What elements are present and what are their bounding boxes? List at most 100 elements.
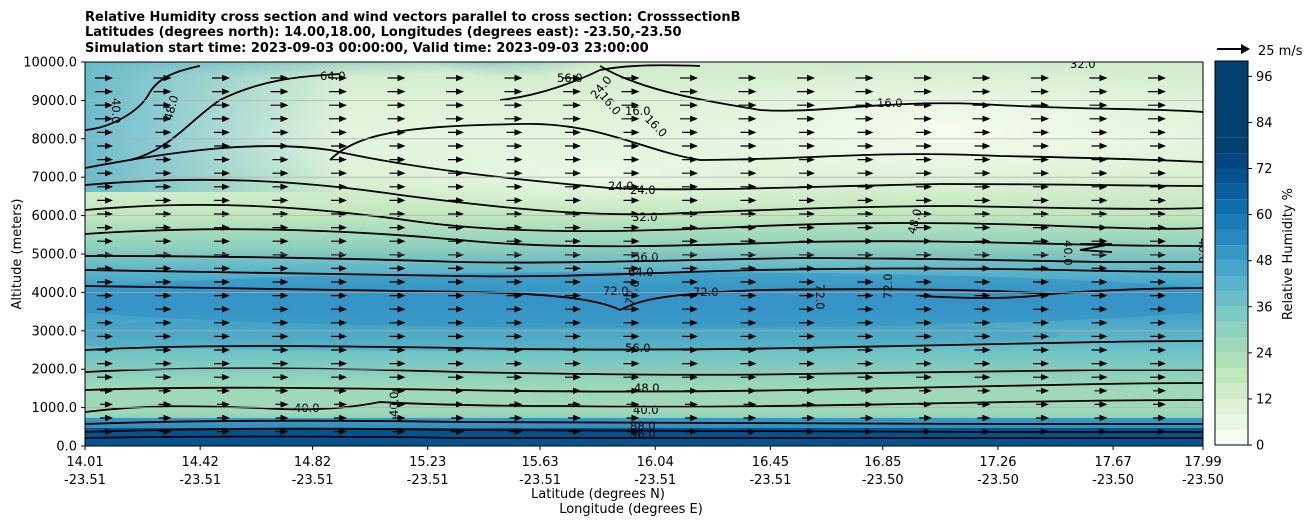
wind-arrow	[214, 224, 230, 231]
contour-surface-3	[85, 435, 1203, 439]
wind-arrow	[97, 197, 113, 204]
wind-arrow	[1036, 401, 1049, 408]
wind-arrow	[212, 74, 230, 82]
wind-arrow	[916, 251, 932, 258]
wind-arrow	[1033, 346, 1049, 354]
wind-arrow	[1031, 102, 1049, 109]
wind-arrow	[448, 197, 464, 204]
wind-arrow	[448, 319, 464, 326]
wind-arrow	[1153, 414, 1166, 422]
wind-arrow	[1033, 319, 1049, 326]
contour-56-lower	[85, 340, 1203, 351]
wind-arrow	[565, 374, 581, 381]
wind-arrow	[389, 197, 406, 204]
wind-arrow	[916, 346, 932, 354]
wind-arrow	[275, 387, 289, 394]
wind-arrow	[919, 428, 932, 435]
contour-32	[85, 178, 1203, 216]
wind-arrow	[331, 156, 347, 163]
wind-arrow	[275, 414, 289, 422]
wind-arrow	[680, 74, 698, 82]
wind-arrow	[974, 170, 991, 177]
wind-arrow	[1033, 292, 1049, 299]
wind-arrow	[857, 319, 874, 326]
x-tick-label-lon: -23.51	[179, 473, 221, 488]
wind-arrow	[857, 306, 874, 313]
wind-arrow	[621, 88, 640, 95]
wind-arrow	[977, 387, 991, 394]
wind-arrow	[1153, 401, 1166, 408]
wind-arrow	[1150, 346, 1166, 354]
wind-arrow	[738, 74, 757, 82]
wind-arrow	[916, 306, 932, 313]
wind-arrow	[448, 278, 464, 286]
colorbar-segment	[1215, 429, 1248, 445]
wind-arrow	[389, 238, 406, 245]
wind-arrow	[1089, 102, 1108, 109]
wind-arrow	[448, 360, 464, 367]
wind-arrow	[563, 115, 581, 122]
wind-arrow	[565, 319, 581, 326]
wind-arrow	[1089, 74, 1108, 82]
wind-arrow	[392, 428, 406, 435]
wind-arrow	[158, 414, 172, 422]
wind-arrow	[448, 374, 464, 381]
wind-arrow	[214, 374, 230, 381]
wind-arrow	[738, 88, 757, 95]
wind-arrow	[97, 346, 113, 354]
wind-arrow	[738, 115, 757, 122]
wind-arrow	[448, 265, 464, 272]
wind-arrow	[97, 278, 113, 286]
wind-arrow	[506, 319, 523, 326]
wind-arrow	[974, 129, 991, 136]
wind-arrow	[155, 292, 172, 299]
contour-label: 96.0	[630, 427, 656, 441]
x-tick-label-lon: -23.51	[64, 473, 106, 488]
rh-dry-mid	[300, 135, 900, 215]
wind-arrow	[1091, 265, 1108, 272]
contour-label: 40.0	[1196, 238, 1210, 264]
colorbar-segment	[1215, 245, 1248, 261]
wind-arrow	[331, 306, 347, 313]
wind-arrow	[1091, 183, 1108, 190]
wind-arrow	[799, 306, 815, 313]
wind-arrow	[331, 346, 347, 354]
wind-arrow	[857, 170, 874, 177]
wind-arrow	[506, 170, 523, 177]
wind-arrow	[214, 306, 230, 313]
wind-arrow	[1094, 401, 1108, 408]
contour-48-lower	[85, 382, 1203, 393]
wind-arrow	[448, 238, 464, 245]
wind-arrow	[857, 156, 874, 163]
wind-arrow	[565, 156, 581, 163]
wind-arrow	[448, 129, 464, 136]
wind-arrow	[974, 306, 991, 313]
wind-arrow	[974, 197, 991, 204]
wind-arrow	[916, 142, 932, 150]
wind-arrow	[974, 374, 991, 381]
wind-arrow	[797, 102, 815, 109]
wind-arrow	[100, 387, 113, 394]
contour-label: 64.0	[320, 69, 346, 83]
wind-arrow	[389, 306, 406, 313]
wind-arrow	[100, 401, 113, 408]
wind-arrow	[1150, 210, 1166, 218]
wind-arrow	[802, 414, 815, 422]
wind-arrow	[974, 333, 991, 340]
wind-arrow	[1091, 374, 1108, 381]
wind-arrow	[506, 333, 523, 340]
contour-label: 32.0	[1070, 57, 1096, 71]
wind-arrow	[1094, 428, 1108, 435]
x-tick-label-lat: 14.01	[66, 455, 103, 470]
y-tick-label: 9000.0	[32, 94, 78, 109]
wind-arrow	[799, 333, 815, 340]
wind-arrow	[626, 387, 640, 394]
wind-arrow	[214, 183, 230, 190]
wind-arrow	[392, 414, 406, 422]
wind-arrow	[682, 197, 698, 204]
wind-arrow	[857, 292, 874, 299]
wind-arrow	[272, 170, 289, 177]
wind-arrow	[682, 142, 698, 150]
wind-arrow	[153, 88, 172, 95]
colorbar-tick-label: 36	[1256, 300, 1273, 315]
